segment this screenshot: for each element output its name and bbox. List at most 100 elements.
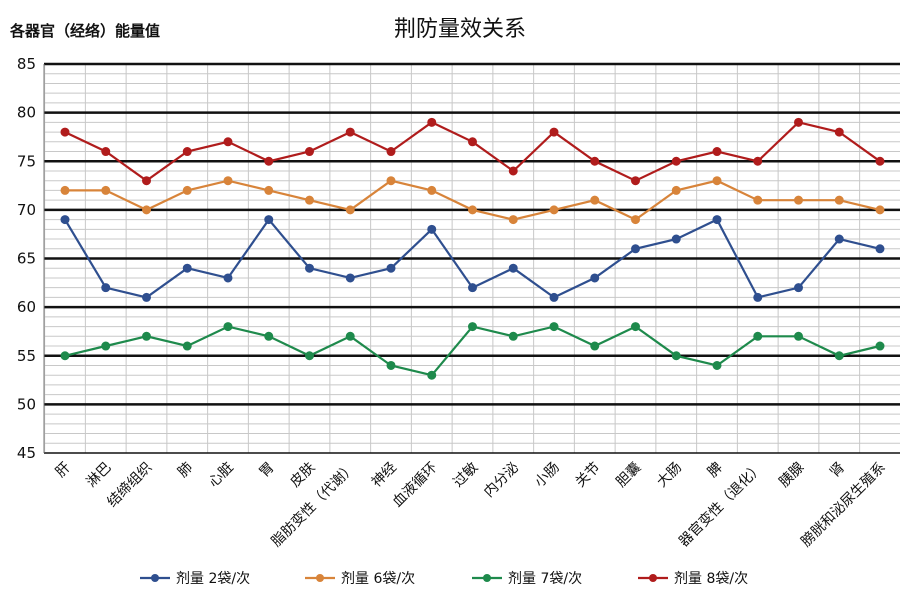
data-point — [468, 205, 477, 215]
data-point — [590, 341, 600, 351]
data-point — [264, 215, 274, 225]
x-category-label: 肝 — [53, 460, 74, 481]
data-point — [794, 331, 803, 341]
data-point — [264, 185, 274, 195]
data-point — [753, 156, 763, 166]
data-point — [753, 292, 763, 302]
data-point — [101, 283, 111, 293]
data-point — [60, 215, 70, 225]
y-tick-label: 85 — [17, 55, 36, 73]
x-category-label: 心脏 — [206, 460, 237, 491]
data-point — [386, 263, 396, 273]
x-category-label: 过敏 — [450, 460, 481, 491]
data-point — [60, 351, 70, 361]
data-point — [712, 147, 722, 157]
data-point — [223, 322, 233, 332]
y-tick-label: 80 — [17, 104, 36, 122]
x-category-label: 肾 — [827, 460, 848, 481]
data-point — [101, 185, 111, 195]
data-point — [834, 234, 844, 244]
x-axis-categories: 肝淋巴结缔组织肺心脏胃皮肤脂肪变性（代谢） 神经血液循环 过敏 内分泌 小肠 关节 胆囊 大肠… — [53, 459, 889, 550]
y-tick-label: 60 — [17, 298, 36, 316]
legend-label: 剂量 8袋/次 — [674, 571, 748, 587]
data-point — [427, 117, 437, 127]
legend-marker — [649, 574, 657, 582]
legend-label: 剂量 2袋/次 — [176, 571, 250, 587]
data-point — [590, 273, 600, 283]
x-category-label: 脾 — [705, 460, 726, 481]
x-category-label: 血液循环 — [390, 460, 441, 511]
data-point — [468, 322, 477, 332]
data-point — [753, 195, 763, 205]
data-point — [468, 283, 477, 293]
data-point — [60, 127, 70, 137]
data-point — [264, 331, 274, 341]
data-point — [101, 147, 111, 157]
data-point — [142, 331, 151, 341]
x-category-label: 胰腺 — [776, 460, 807, 491]
x-category-label: 大肠 — [654, 460, 685, 491]
data-point — [794, 195, 803, 205]
y-axis-ticks: 45 50 55 60 65 70 75 80 85 — [17, 55, 36, 462]
data-point — [508, 263, 518, 273]
data-point — [305, 263, 314, 273]
data-point — [590, 156, 600, 166]
y-tick-label: 65 — [17, 250, 36, 268]
data-point — [386, 176, 396, 186]
data-point — [549, 292, 559, 302]
x-category-label: 胆囊 — [613, 459, 645, 491]
data-point — [182, 147, 192, 157]
x-category-label: 皮肤 — [287, 460, 318, 491]
series-group — [60, 117, 885, 186]
data-point — [875, 205, 885, 215]
data-point — [794, 117, 803, 127]
y-tick-label: 55 — [17, 347, 36, 365]
x-category-label: 神经 — [369, 460, 400, 491]
data-point — [549, 322, 559, 332]
data-point — [223, 176, 233, 186]
data-point — [101, 341, 111, 351]
x-category-label: 肺 — [175, 460, 196, 481]
legend-label: 剂量 6袋/次 — [341, 571, 415, 587]
data-point — [794, 283, 803, 293]
data-point — [712, 360, 722, 370]
data-point — [875, 156, 885, 166]
data-point — [305, 147, 314, 157]
data-point — [142, 292, 151, 302]
data-point — [182, 185, 192, 195]
data-point — [834, 195, 844, 205]
data-point — [223, 273, 233, 283]
legend-label: 剂量 7袋/次 — [508, 571, 582, 587]
data-point — [345, 127, 355, 137]
data-point — [671, 234, 681, 244]
data-point — [427, 185, 437, 195]
data-point — [142, 205, 151, 215]
x-category-label: 关节 — [572, 460, 603, 491]
data-point — [223, 137, 233, 147]
x-category-label: 小肠 — [532, 460, 563, 491]
y-axis-label: 各器官（经络）能量值 — [9, 22, 160, 40]
data-point — [671, 351, 681, 361]
data-point — [182, 341, 192, 351]
x-category-label: 胃 — [256, 460, 277, 481]
data-point — [345, 205, 355, 215]
y-tick-label: 75 — [17, 152, 36, 170]
data-point — [386, 147, 396, 157]
data-point — [508, 166, 518, 176]
data-point — [182, 263, 192, 273]
data-point — [671, 156, 681, 166]
data-point — [468, 137, 477, 147]
data-point — [834, 351, 844, 361]
data-point — [712, 176, 722, 186]
series-group — [60, 322, 885, 380]
x-category-label: 结缔组织 — [104, 459, 156, 511]
x-category-label: 内分泌 — [481, 460, 522, 501]
data-point — [264, 156, 274, 166]
y-tick-label: 50 — [17, 395, 36, 413]
data-point — [875, 244, 885, 254]
legend-marker — [316, 574, 324, 582]
legend-marker — [483, 574, 491, 582]
data-point — [142, 176, 151, 186]
y-tick-label: 70 — [17, 201, 36, 219]
data-point — [60, 185, 70, 195]
